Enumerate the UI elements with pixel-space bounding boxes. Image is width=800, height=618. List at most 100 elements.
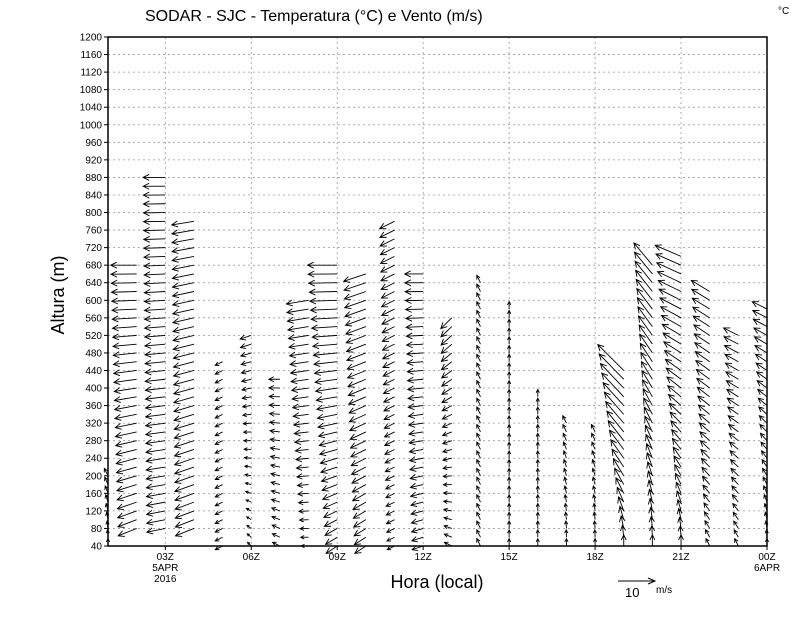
wind-vector-arrow [443,533,452,538]
wind-vector-arrow [670,428,682,441]
wind-vector-arrow [243,455,252,460]
wind-vector-arrow [592,511,597,520]
wind-vector-arrow [112,360,137,368]
wind-vector-arrow [289,368,309,376]
wind-vector-arrow [616,486,625,503]
wind-vector-arrow [144,430,166,438]
wind-vector-arrow [562,432,567,441]
x-tick-label: 03Z [157,552,174,563]
wind-vector-arrow [313,369,338,376]
wind-vector-arrow [343,291,367,301]
wind-vector-arrow [172,370,195,378]
wind-vector-arrow [661,323,682,336]
wind-vector-arrow [351,484,367,493]
wind-vector-arrow [728,441,739,450]
wind-vector-arrow [670,420,682,433]
wind-vector-arrow [535,511,540,520]
wind-vector-arrow [269,472,281,477]
wind-vector-arrow [112,369,137,377]
wind-vector-arrow [690,288,710,301]
wind-vector-arrow [635,269,653,292]
wind-vector-arrow [314,387,338,394]
wind-vector-arrow [476,467,481,476]
corner-unit-label: °C [778,6,789,17]
y-tick-label: 1200 [80,33,103,44]
wind-vector-arrow [383,413,395,421]
wind-vector-arrow [239,351,252,358]
wind-vector-arrow [476,344,481,354]
wind-vector-arrow [404,288,424,296]
wind-vector-arrow [507,326,512,336]
wind-vector-arrow [174,501,195,511]
wind-vector-arrow [675,490,682,503]
wind-vector-arrow [382,361,395,368]
wind-vector-arrow [697,395,710,406]
wind-vector-arrow [172,343,195,352]
wind-vector-arrow [476,274,481,283]
wind-vector-arrow [644,415,653,433]
wind-vector-arrow [659,306,682,319]
wind-vector-arrow [440,352,453,363]
wind-vector-arrow [611,448,625,468]
wind-vector-arrow [665,367,682,380]
wind-vector-arrow [751,301,768,310]
wind-vector-arrow [726,397,739,406]
wind-vector-arrow [507,414,512,424]
wind-vector-arrow [729,450,739,459]
wind-vector-arrow [535,397,540,406]
wind-vector-arrow [535,458,540,468]
y-tick-label: 360 [85,401,102,412]
wind-vector-arrow [109,261,137,269]
wind-vector-arrow [315,395,338,403]
wind-vector-arrow [174,492,195,502]
wind-vector-arrow [293,429,309,437]
wind-vector-arrow [214,519,223,524]
wind-vector-arrow [320,475,338,483]
wind-vector-arrow [410,536,424,543]
wind-vector-arrow [648,515,655,529]
x-tick-label: 12Z [415,552,432,563]
wind-vector-arrow [476,353,481,362]
wind-vector-arrow [318,440,338,448]
wind-vector-arrow [760,450,768,459]
wind-vector-arrow [352,510,367,519]
wind-vector-arrow [242,421,252,426]
wind-vector-arrow [318,449,338,457]
y-tick-label: 840 [85,190,102,201]
wind-vector-arrow [612,457,625,477]
wind-vector-arrow [476,406,481,415]
wind-vector-arrow [270,515,281,521]
wind-vector-arrow [342,273,367,283]
y-tick-label: 280 [85,436,102,447]
wind-vector-arrow [644,424,653,441]
wind-vector-arrow [756,388,768,398]
wind-vector-arrow [754,353,768,363]
wind-vector-arrow [694,351,710,363]
wind-vector-arrow [307,270,338,278]
y-tick-label: 1040 [80,103,103,114]
y-tick-label: 720 [85,243,102,254]
wind-vector-arrow [535,528,540,538]
wind-vector-arrow [476,423,481,433]
wind-vector-arrow [316,413,338,421]
wind-vector-arrow [270,480,281,486]
wind-vector-arrow [619,524,627,538]
wind-vector-arrow [170,238,195,246]
wind-vector-arrow [317,431,338,439]
plot-frame [107,36,768,547]
wind-vector-arrow [752,318,768,327]
wind-vector-arrow [636,287,653,310]
wind-vector-arrow [535,432,540,441]
wind-vector-arrow [109,270,137,278]
wind-vector-arrow [726,406,739,415]
wind-vector-arrow [116,510,137,520]
wind-vector-arrow [384,457,395,464]
wind-vector-arrow [507,458,512,468]
wind-vector-arrow [352,501,367,511]
wind-vector-arrow [268,411,280,417]
wind-vector-arrow [405,350,424,358]
y-tick-label: 760 [85,226,102,237]
wind-vector-arrow [142,227,166,234]
wind-vector-arrow [409,491,424,499]
wind-vector-arrow [507,344,512,353]
